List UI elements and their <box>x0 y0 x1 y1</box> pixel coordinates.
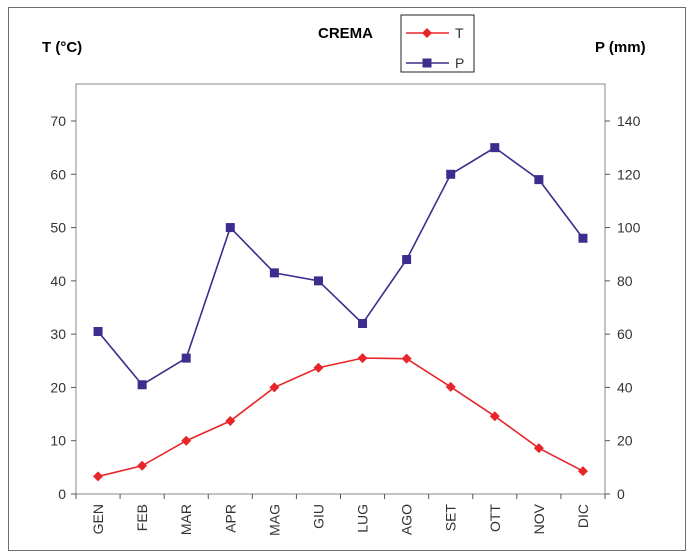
legend-label-P: P <box>455 55 464 71</box>
data-point-P <box>137 380 147 390</box>
left-axis-title: T (°C) <box>42 39 82 56</box>
data-point-P <box>402 255 412 265</box>
left-tick-label: 10 <box>50 433 66 449</box>
left-tick-label: 40 <box>50 273 66 289</box>
data-point-T <box>445 381 456 392</box>
category-label: NOV <box>531 503 547 534</box>
chart: T (°C) CREMA P (mm) TP 0 10 20 30 40 50 60 70 0… <box>42 14 646 536</box>
right-axis: 0 20 40 60 80 100 120 140 <box>605 113 641 502</box>
left-tick-label: 50 <box>50 220 66 236</box>
x-axis: GEN FEB MAR APR MAG GIU LUG AGO SET OTT NOV DIC <box>75 494 606 536</box>
category-label: DIC <box>575 504 591 528</box>
left-tick-label: 0 <box>58 486 66 502</box>
chart-title: CREMA <box>318 25 373 42</box>
category-label: FEB <box>134 504 150 531</box>
data-point-P <box>225 223 235 233</box>
series-layer <box>93 143 588 482</box>
right-tick-label: 100 <box>617 220 641 236</box>
left-tick-label: 70 <box>50 113 66 129</box>
plot-area <box>75 83 606 495</box>
data-point-T <box>313 362 324 373</box>
right-tick-label: 140 <box>617 113 641 129</box>
category-label: OTT <box>487 504 503 532</box>
data-point-P <box>578 233 588 243</box>
data-point-T <box>489 411 500 422</box>
right-axis-title: P (mm) <box>595 39 646 56</box>
data-point-T <box>137 460 148 471</box>
data-point-T <box>93 471 104 482</box>
left-tick-label: 60 <box>50 166 66 182</box>
data-point-T <box>269 382 280 393</box>
data-point-P <box>358 318 368 328</box>
right-tick-label: 20 <box>617 433 633 449</box>
data-point-T <box>401 353 412 364</box>
series-line-T <box>97 357 584 478</box>
category-label: GIU <box>310 504 326 529</box>
category-label: APR <box>222 504 238 533</box>
data-point-P <box>534 175 544 185</box>
data-point-T <box>225 415 236 426</box>
category-label: SET <box>443 504 459 532</box>
legend-marker-T <box>422 28 432 38</box>
legend-label-T: T <box>455 25 464 41</box>
category-label: GEN <box>90 504 106 534</box>
left-tick-label: 20 <box>50 379 66 395</box>
data-point-T <box>357 353 368 364</box>
legend-marker-P <box>422 58 432 68</box>
right-tick-label: 40 <box>617 379 633 395</box>
data-point-P <box>446 169 456 179</box>
data-point-P <box>313 276 323 286</box>
data-point-T <box>533 443 544 454</box>
right-tick-label: 0 <box>617 486 625 502</box>
left-axis: 0 10 20 30 40 50 60 70 <box>50 113 76 502</box>
legend: TP <box>400 14 475 73</box>
data-point-P <box>93 326 103 336</box>
right-tick-label: 120 <box>617 166 641 182</box>
data-point-P <box>181 353 191 363</box>
right-tick-label: 80 <box>617 273 633 289</box>
category-label: MAR <box>178 504 194 535</box>
data-point-P <box>490 143 500 153</box>
data-point-T <box>181 435 192 446</box>
left-tick-label: 30 <box>50 326 66 342</box>
category-label: LUG <box>355 504 371 533</box>
category-label: MAG <box>266 504 282 536</box>
data-point-T <box>577 466 588 477</box>
category-label: AGO <box>399 504 415 535</box>
data-point-P <box>269 268 279 278</box>
series-line-P <box>97 146 584 386</box>
right-tick-label: 60 <box>617 326 633 342</box>
